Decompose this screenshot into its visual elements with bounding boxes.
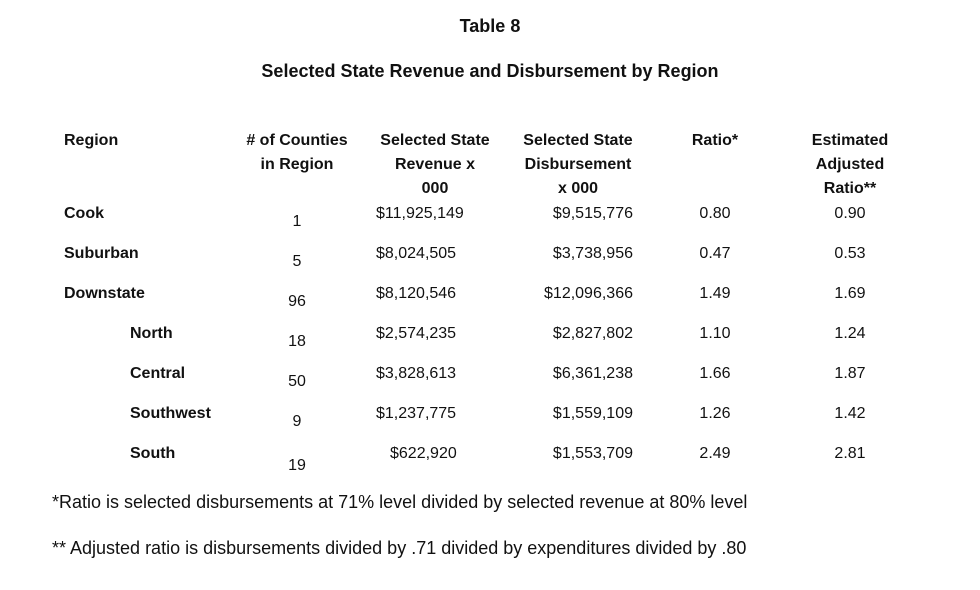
- cell-region: Central: [130, 365, 186, 382]
- cell-ratio: 1.26: [699, 405, 731, 422]
- cell-ratio: 0.80: [699, 205, 731, 222]
- header-revenue: Revenue x: [394, 156, 476, 173]
- cell-revenue: $2,574,235: [376, 325, 457, 342]
- cell-adjusted: 1.42: [834, 405, 866, 422]
- header-ratio: Ratio*: [691, 132, 739, 149]
- cell-counties: 18: [288, 333, 306, 350]
- cell-disbursement: $6,361,238: [552, 365, 633, 382]
- header-adjusted: Adjusted: [815, 156, 885, 173]
- footnote-ratio: *Ratio is selected disbursements at 71% …: [52, 492, 748, 512]
- header-disbursement: Selected State: [523, 132, 633, 149]
- cell-disbursement: $3,738,956: [552, 245, 633, 262]
- table-title: Table 8: [459, 16, 521, 36]
- cell-disbursement: $1,559,109: [552, 405, 633, 422]
- cell-counties: 1: [292, 213, 302, 230]
- header-adjusted: Ratio**: [823, 180, 877, 197]
- footnote-adjusted-ratio: ** Adjusted ratio is disbursements divid…: [52, 538, 747, 558]
- cell-ratio: 1.49: [699, 285, 731, 302]
- cell-adjusted: 1.24: [834, 325, 866, 342]
- header-revenue: 000: [421, 180, 449, 197]
- cell-ratio: 1.10: [699, 325, 731, 342]
- cell-counties: 19: [288, 457, 306, 474]
- cell-adjusted: 0.53: [834, 245, 866, 262]
- header-adjusted: Estimated: [811, 132, 889, 149]
- cell-disbursement: $2,827,802: [552, 325, 633, 342]
- header-disbursement: Disbursement: [524, 156, 632, 173]
- cell-region: Downstate: [64, 285, 145, 302]
- cell-revenue: $8,024,505: [376, 245, 457, 262]
- cell-adjusted: 2.81: [834, 445, 866, 462]
- table-subtitle: Selected State Revenue and Disbursement …: [261, 61, 719, 81]
- cell-disbursement: $1,553,709: [552, 445, 633, 462]
- cell-adjusted: 0.90: [834, 205, 866, 222]
- cell-counties: 9: [292, 413, 302, 430]
- cell-adjusted: 1.87: [834, 365, 866, 382]
- cell-revenue: $11,925,149: [376, 205, 464, 222]
- cell-region: Southwest: [130, 405, 211, 422]
- cell-revenue: $3,828,613: [376, 365, 457, 382]
- cell-region: Suburban: [64, 245, 139, 262]
- cell-revenue: $8,120,546: [376, 285, 457, 302]
- cell-disbursement: $12,096,366: [544, 285, 633, 302]
- header-counties: in Region: [260, 156, 334, 173]
- cell-ratio: 0.47: [699, 245, 731, 262]
- cell-region: South: [130, 445, 176, 462]
- header-revenue: Selected State: [380, 132, 490, 149]
- header-region: Region: [64, 132, 119, 149]
- cell-region: Cook: [64, 205, 104, 222]
- cell-adjusted: 1.69: [834, 285, 866, 302]
- cell-revenue: $1,237,775: [376, 405, 457, 422]
- cell-counties: 50: [288, 373, 306, 390]
- cell-ratio: 1.66: [699, 365, 731, 382]
- cell-ratio: 2.49: [699, 445, 731, 462]
- header-disbursement: x 000: [557, 180, 599, 197]
- cell-region: North: [130, 325, 173, 342]
- cell-revenue: $622,920: [390, 445, 457, 462]
- cell-disbursement: $9,515,776: [552, 205, 633, 222]
- cell-counties: 96: [288, 293, 306, 310]
- cell-counties: 5: [292, 253, 302, 270]
- header-counties: # of Counties: [246, 132, 348, 149]
